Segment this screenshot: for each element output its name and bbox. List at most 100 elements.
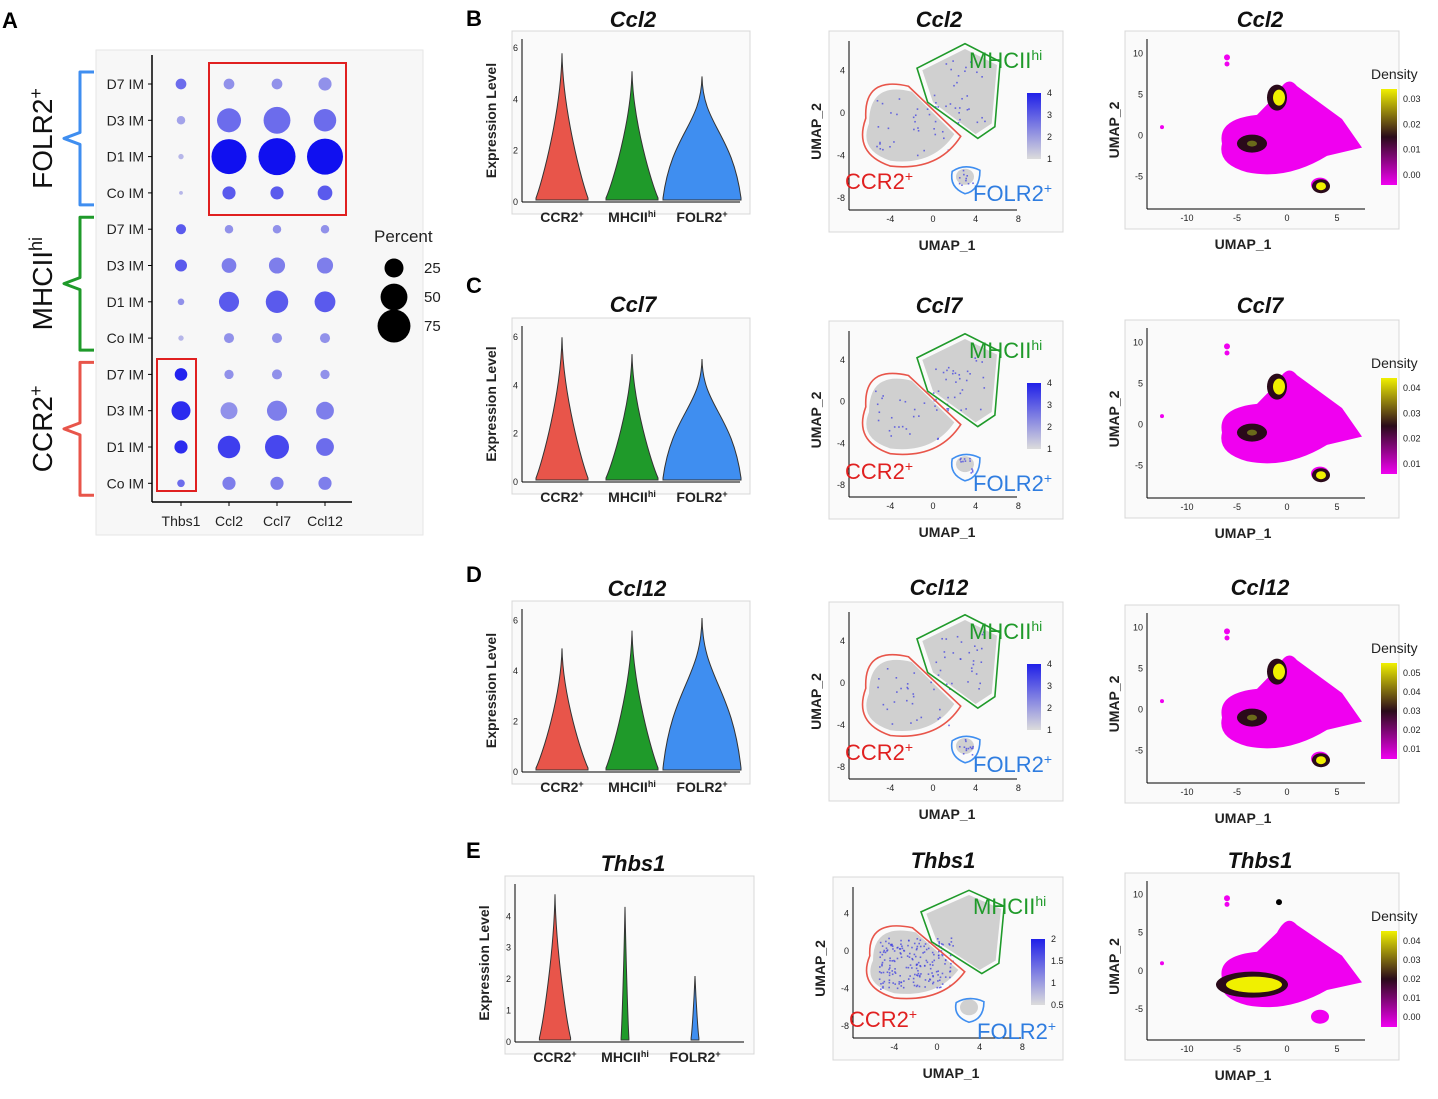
umap-expression-cell [918, 942, 920, 945]
umap-expression-cell [907, 687, 909, 690]
umap-x-tick: 8 [1016, 501, 1021, 511]
umap-expression-cell [909, 964, 912, 966]
umap-outline-mhcii [919, 889, 1006, 975]
density-hotspot [1276, 899, 1282, 906]
dotplot-dot [216, 108, 242, 133]
dotplot-dot [221, 258, 237, 273]
density-colorbar [1381, 931, 1397, 1027]
umap-expression-cell [978, 688, 980, 690]
umap-cluster-ccr2 [866, 378, 955, 450]
umap-expression-cell [958, 182, 961, 185]
umap-expression-cell [969, 373, 971, 375]
density-x-tick: -5 [1233, 502, 1241, 512]
umap-y-tick: -4 [837, 438, 845, 448]
violin-y-tick: 6 [513, 332, 518, 342]
umap-cluster-mhcii [922, 49, 997, 135]
umap-expression-cell [924, 979, 927, 981]
umap-expression-cell [929, 967, 932, 970]
density-panel: Ccl2 -10 -5 0 5 -5 0 5 10 UMAP_1 UMAP_2 Density 0.03… [1106, 7, 1421, 252]
umap-expression-cell [965, 379, 968, 382]
umap-expression-cell [933, 688, 935, 691]
umap-expression-cell [908, 952, 911, 955]
density-hotspot-core [1316, 756, 1326, 765]
umap-expression-cell [890, 944, 892, 947]
umap-expression-cell [973, 645, 976, 648]
umap-expression-cell [966, 370, 969, 373]
dotplot-dot [223, 333, 235, 344]
umap-expression-cell [950, 941, 953, 943]
density-colorbar [1381, 663, 1397, 759]
violin-shape [538, 894, 572, 1041]
umap-y-tick: -8 [837, 480, 845, 490]
umap-expression-cell [908, 956, 911, 958]
umap-expression-cell [924, 943, 927, 945]
umap-colorbar-tick: 3 [1047, 681, 1052, 691]
umap-expression-cell [875, 390, 877, 393]
density-x-label: UMAP_1 [1215, 810, 1272, 826]
umap-expression-cell [946, 369, 948, 372]
violin-y-label: Expression Level [483, 346, 499, 461]
umap-expression-cell [882, 148, 884, 151]
umap-expression-cell [946, 408, 948, 410]
umap-expression-cell [903, 980, 905, 982]
umap-expression-cell [896, 987, 899, 990]
violin-y-tick: 2 [513, 717, 518, 727]
density-y-tick: -5 [1135, 171, 1143, 181]
highlight-box-ccr2 [156, 358, 197, 492]
density-panel: Ccl7 -10 -5 0 5 -5 0 5 10 UMAP_1 UMAP_2 Density 0.04… [1106, 293, 1421, 541]
umap-outline-mhcii [916, 332, 1002, 428]
umap-cluster-mhcii [922, 339, 997, 423]
umap-y-tick: 0 [840, 108, 845, 118]
umap-expression-cell [881, 963, 883, 966]
umap-expression-cell [898, 426, 900, 428]
dotplot-dot [176, 116, 186, 125]
violin-y-tick: 4 [506, 911, 511, 921]
umap-colorbar-tick: 1.5 [1051, 956, 1064, 966]
umap-expression-cell [931, 982, 934, 985]
density-legend-tick: 0.03 [1403, 94, 1421, 104]
violin-y-tick: 0 [506, 1037, 511, 1047]
percent-legend-dot [384, 258, 404, 278]
umap-expression-cell [929, 978, 931, 981]
umap-cluster-ccr2 [866, 659, 955, 731]
umap-expression-cell [893, 950, 896, 952]
dotplot-dot [316, 401, 334, 420]
umap-expression-cell [975, 360, 978, 362]
umap-expression-cell [970, 61, 972, 63]
umap-expression-cell [905, 428, 908, 430]
umap-expression-cell [893, 141, 895, 143]
dotplot-row-label: Co IM [107, 475, 144, 491]
umap-expression-cell [884, 951, 887, 954]
umap-expression-cell [911, 946, 913, 949]
umap-expression-cell [971, 471, 974, 473]
umap-panel: Ccl12 -4 0 4 8 -8 -4 0 4 UMAP_1 UMAP_2 1 2 3 4 [808, 575, 1064, 822]
umap-expression-cell [882, 971, 885, 974]
violin-category-label: MHCIIhi [608, 489, 656, 505]
dotplot-row-label: D3 IM [107, 258, 144, 274]
umap-expression-cell [888, 979, 891, 981]
umap-expression-cell [952, 60, 954, 62]
umap-expression-cell [976, 121, 979, 124]
umap-expression-cell [907, 966, 910, 969]
umap-cluster-folr2 [956, 738, 974, 754]
umap-expression-cell [941, 637, 943, 640]
umap-expression-cell [910, 722, 912, 724]
umap-expression-cell [900, 943, 902, 946]
violin-shape [620, 906, 630, 1041]
umap-expression-cell [929, 963, 932, 966]
umap-expression-cell [972, 660, 975, 662]
umap-expression-cell [935, 661, 938, 664]
dotplot-dot [318, 476, 332, 490]
density-outlier [1224, 54, 1230, 61]
umap-expression-cell [885, 940, 887, 943]
umap-expression-cell [888, 972, 891, 974]
umap-expression-cell [930, 681, 932, 684]
umap-expression-cell [893, 426, 896, 428]
umap-expression-cell [965, 740, 967, 743]
umap-expression-cell [965, 408, 967, 410]
umap-expression-cell [876, 99, 879, 102]
umap-y-tick: -8 [841, 1021, 849, 1031]
umap-expression-cell [880, 972, 883, 974]
umap-expression-cell [960, 641, 963, 643]
umap-label-folr2: FOLR2+ [973, 470, 1052, 496]
